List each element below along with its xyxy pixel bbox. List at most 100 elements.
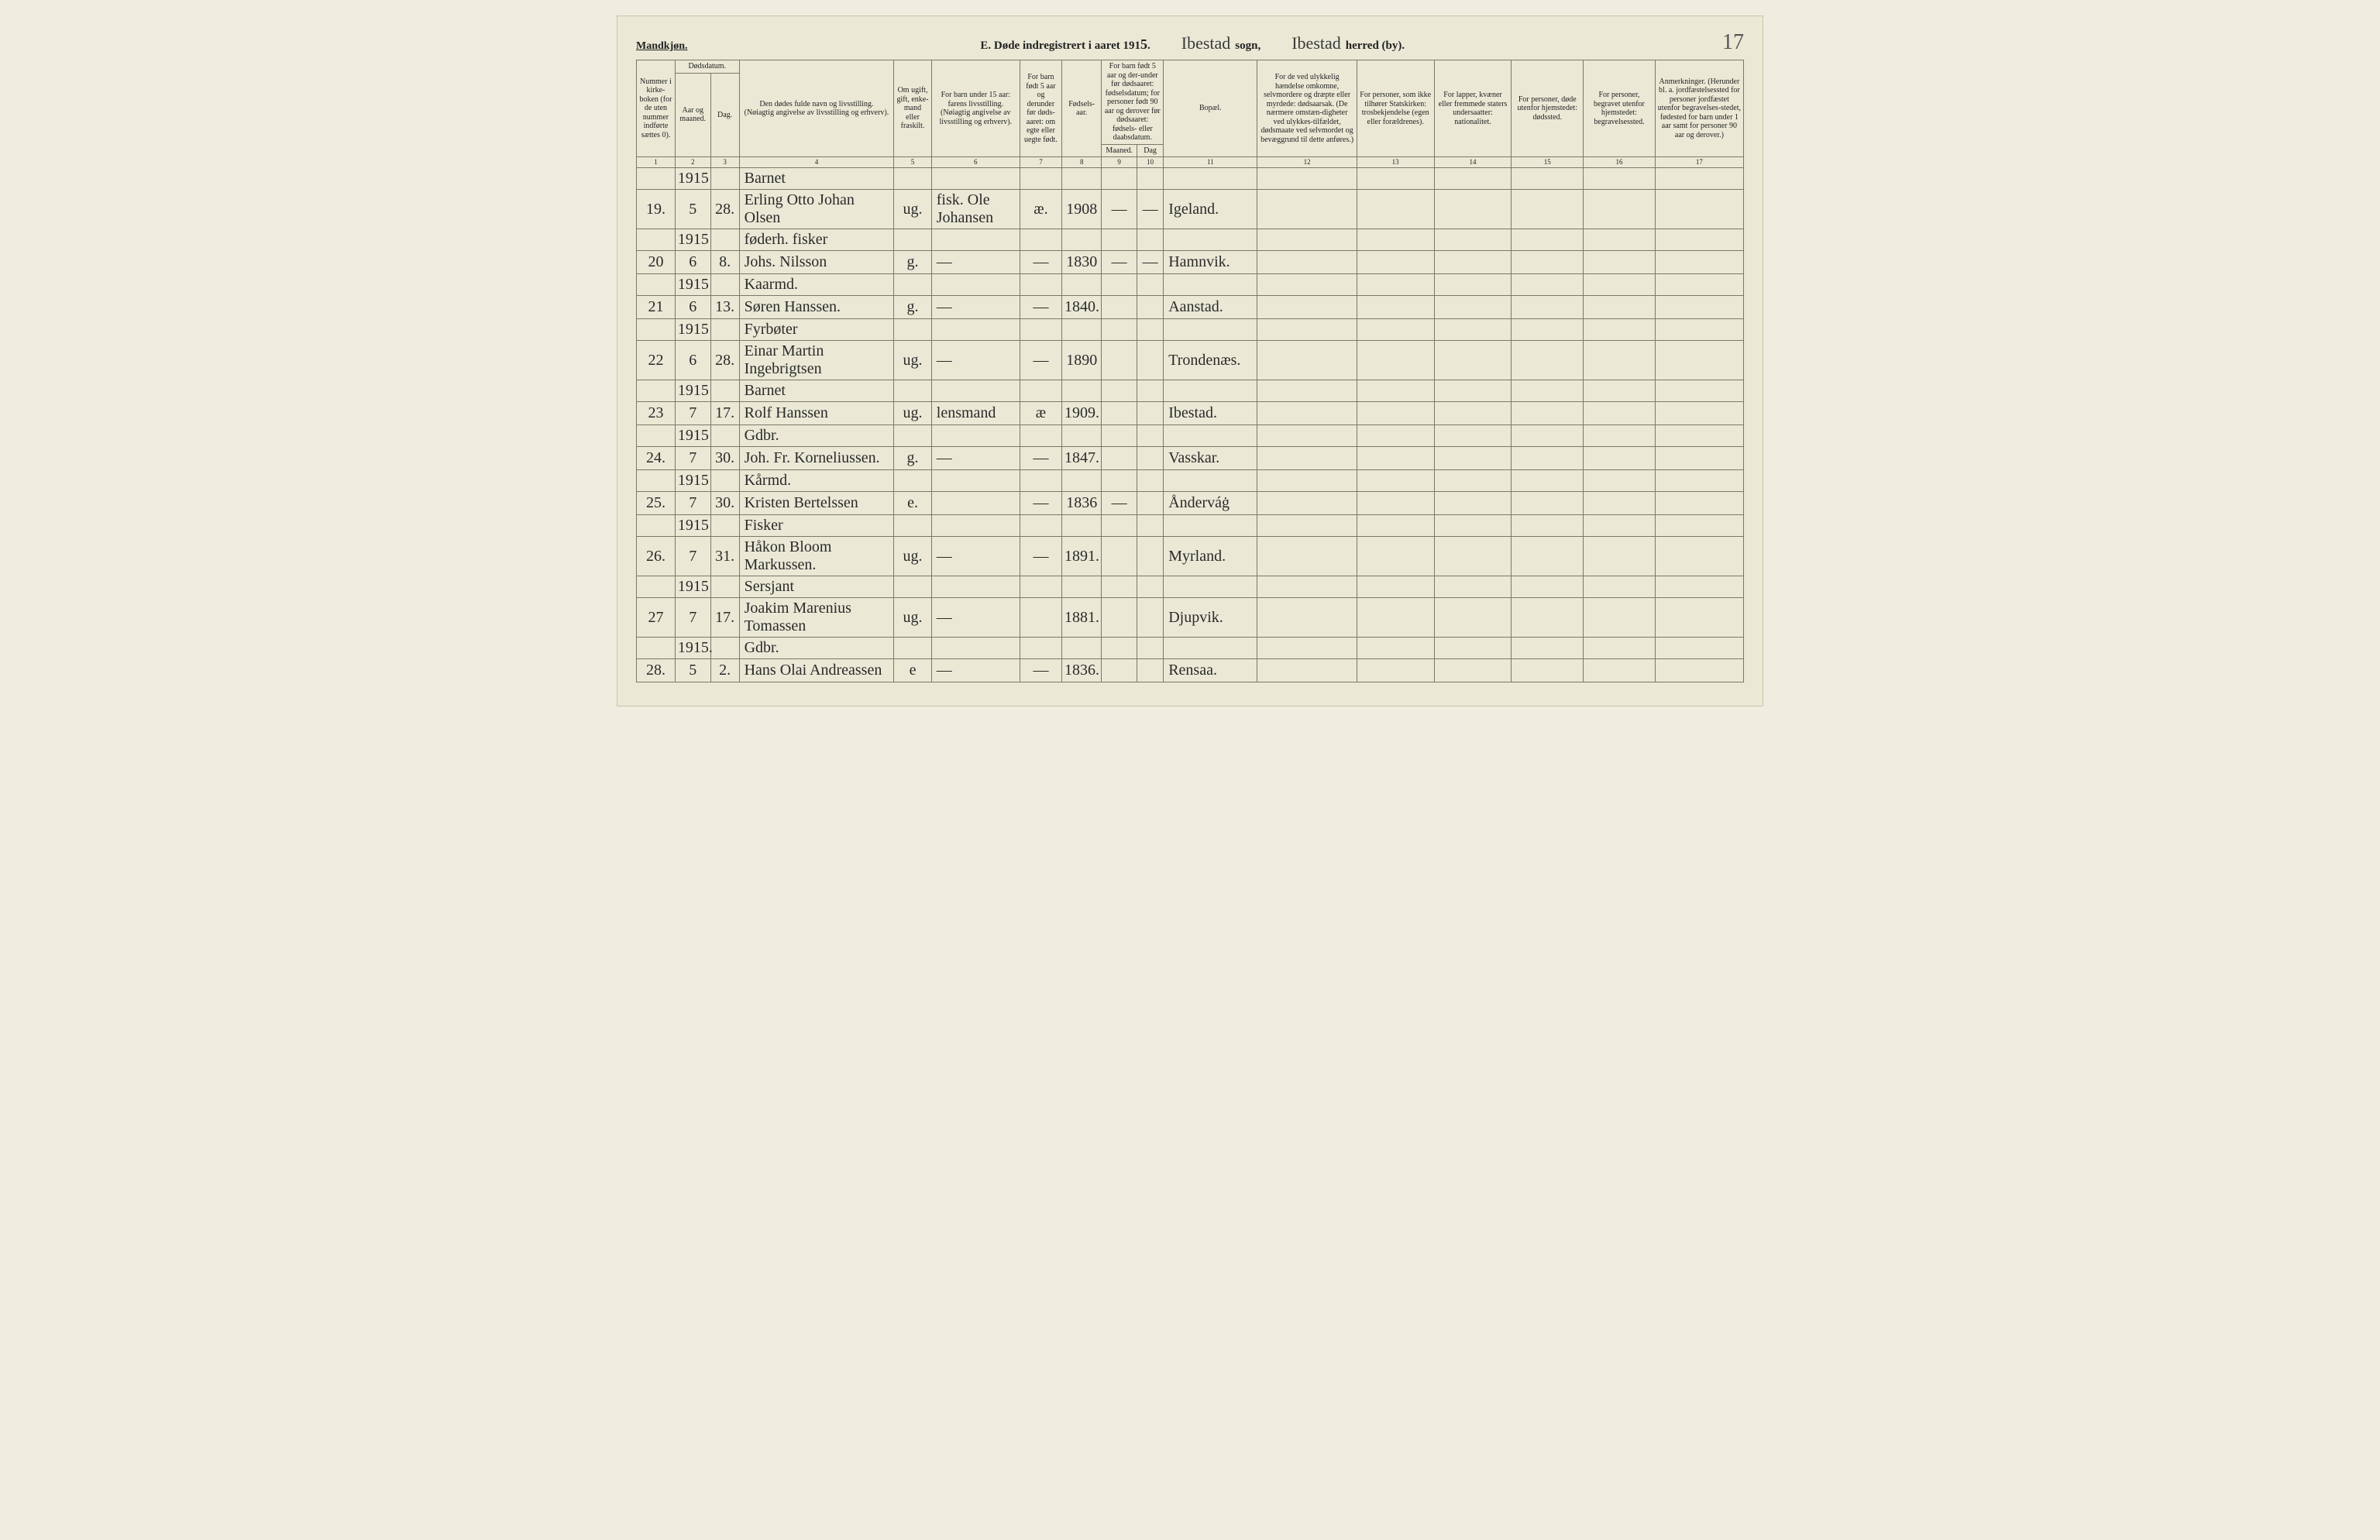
cell-dag: 30. <box>710 447 739 470</box>
cell-bopel: Ånderváġ <box>1164 492 1257 515</box>
cell <box>1137 425 1163 447</box>
cell <box>1512 380 1584 402</box>
cell <box>1257 576 1357 598</box>
cell-bopel: Rensaa. <box>1164 659 1257 682</box>
cell-bopel: Aanstad. <box>1164 296 1257 319</box>
cell-bopel: Myrland. <box>1164 537 1257 576</box>
cell <box>1512 402 1584 425</box>
cell-fodsel: 1830 <box>1062 251 1102 274</box>
sogn-label: sogn, <box>1235 40 1261 53</box>
cell <box>1102 319 1137 341</box>
cell-dag2 <box>1137 447 1163 470</box>
cell <box>931 576 1020 598</box>
cell <box>1434 470 1512 492</box>
cell-dag2 <box>1137 402 1163 425</box>
cell <box>1357 447 1434 470</box>
cell <box>1434 425 1512 447</box>
cell <box>1434 638 1512 659</box>
table-row: 25.730.Kristen Bertelssene.—1836—Åndervá… <box>637 492 1744 515</box>
cell-name: Erling Otto Johan Olsen <box>739 190 894 229</box>
cell-aar: 6 <box>675 296 710 319</box>
colnum-1: 1 <box>637 157 676 168</box>
table-row: 24.730.Joh. Fr. Korneliussen.g.——1847.Va… <box>637 447 1744 470</box>
cell <box>1062 380 1102 402</box>
cell <box>1512 492 1584 515</box>
cell-faren: — <box>931 598 1020 638</box>
sogn-value: Ibestad <box>1181 33 1231 53</box>
cell-name: Søren Hanssen. <box>739 296 894 319</box>
cell <box>1164 274 1257 296</box>
cell <box>1357 341 1434 380</box>
col-15-header: For personer, døde utenfor hjemstedet: d… <box>1512 60 1584 157</box>
cell <box>1655 598 1743 638</box>
col-11-header: Bopæl. <box>1164 60 1257 157</box>
cell <box>1257 598 1357 638</box>
colnum-4: 4 <box>739 157 894 168</box>
table-row: 1915Barnet <box>637 168 1744 190</box>
cell-aar: 7 <box>675 598 710 638</box>
header-row: Mandkjøn. E. Døde indregistrert i aaret … <box>636 30 1744 55</box>
cell <box>1164 319 1257 341</box>
cell <box>1512 229 1584 251</box>
cell-year: 1915 <box>675 470 710 492</box>
colnum-15: 15 <box>1512 157 1584 168</box>
cell <box>1164 425 1257 447</box>
cell-num <box>637 470 676 492</box>
cell-num: 23 <box>637 402 676 425</box>
cell-faren: — <box>931 447 1020 470</box>
cell <box>1434 319 1512 341</box>
col-2-top: Dødsdatum. <box>675 60 739 74</box>
col-16-header: For personer, begravet utenfor hjemstede… <box>1584 60 1656 157</box>
cell <box>1062 425 1102 447</box>
cell <box>931 470 1020 492</box>
cell <box>1512 638 1584 659</box>
cell <box>1357 380 1434 402</box>
cell <box>1137 576 1163 598</box>
cell-num <box>637 638 676 659</box>
cell <box>1137 638 1163 659</box>
cell <box>1102 274 1137 296</box>
cell-num: 27 <box>637 598 676 638</box>
cell <box>1257 274 1357 296</box>
cell <box>1020 380 1061 402</box>
colnum-7: 7 <box>1020 157 1061 168</box>
cell <box>1655 492 1743 515</box>
col-2b-header: Dag. <box>710 73 739 157</box>
cell-egte: — <box>1020 492 1061 515</box>
cell <box>1257 380 1357 402</box>
cell <box>1257 537 1357 576</box>
cell-egte: — <box>1020 659 1061 682</box>
cell <box>1137 515 1163 537</box>
cell <box>1257 229 1357 251</box>
title-prefix: E. Døde indregistrert i aaret 191 <box>980 40 1140 52</box>
cell <box>1062 274 1102 296</box>
colnum-5: 5 <box>894 157 931 168</box>
cell <box>1584 638 1656 659</box>
cell-faren: — <box>931 537 1020 576</box>
cell-name: Håkon Bloom Markussen. <box>739 537 894 576</box>
cell <box>1102 515 1137 537</box>
cell <box>1062 229 1102 251</box>
cell <box>1584 168 1656 190</box>
colnum-17: 17 <box>1655 157 1743 168</box>
cell <box>1655 251 1743 274</box>
cell <box>1512 251 1584 274</box>
cell <box>1257 319 1357 341</box>
cell <box>1584 296 1656 319</box>
table-row: 1915Barnet <box>637 380 1744 402</box>
cell-bopel: Igeland. <box>1164 190 1257 229</box>
cell <box>1584 659 1656 682</box>
cell <box>1257 168 1357 190</box>
cell <box>1137 319 1163 341</box>
cell <box>1102 425 1137 447</box>
cell <box>1164 576 1257 598</box>
cell <box>1655 380 1743 402</box>
cell-fodsel: 1891. <box>1062 537 1102 576</box>
cell <box>931 425 1020 447</box>
cell <box>1257 659 1357 682</box>
colnum-12: 12 <box>1257 157 1357 168</box>
cell <box>1062 576 1102 598</box>
col-7-header: For barn født 5 aar og derunder før døds… <box>1020 60 1061 157</box>
cell <box>1357 251 1434 274</box>
cell-year: 1915. <box>675 638 710 659</box>
